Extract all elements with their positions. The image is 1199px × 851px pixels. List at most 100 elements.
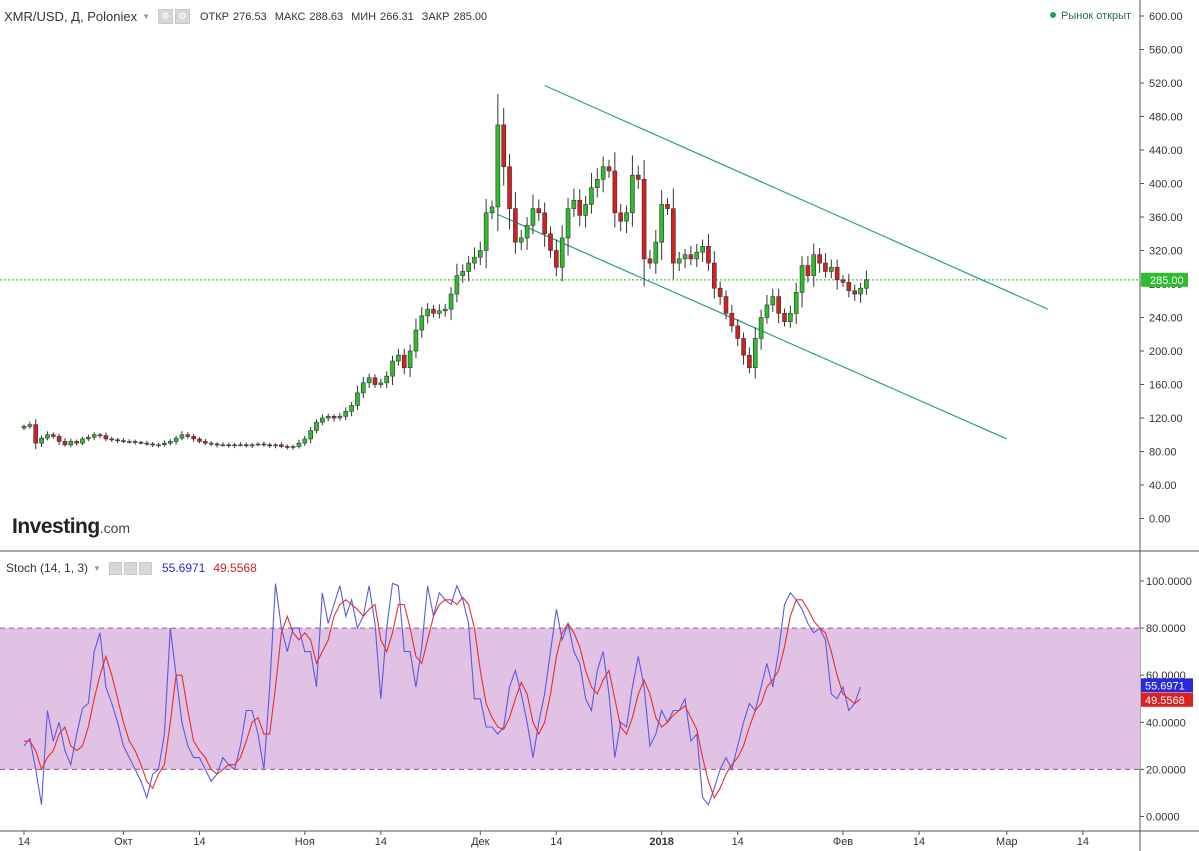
stochastic-label[interactable]: Stoch (14, 1, 3) [6,561,89,575]
candle-body [127,441,132,443]
candle-body [741,338,746,356]
candle-body [747,354,752,369]
candle-body [723,296,729,314]
candle-body [431,308,436,314]
current-price-marker [1141,272,1188,287]
candle-body [384,375,390,384]
candle-body [460,271,466,276]
candle-body [846,282,852,292]
candle-body [466,262,471,272]
price-tick-label: 160.00 [1149,380,1183,392]
current-price-label: 285.00 [1150,275,1184,287]
candle-body [437,310,442,314]
stochastic-d-value: 49.5568 [213,561,257,575]
candle-body [600,166,606,180]
candle-body [173,437,179,442]
date-tick-label: 14 [913,836,925,848]
candle-body [671,208,676,264]
price-tick-label: 440.00 [1149,145,1183,157]
close-icon[interactable] [138,561,152,575]
candle-body [665,204,670,209]
candle-body [39,437,44,444]
candle-body [355,392,360,406]
price-tick-label: 400.00 [1149,179,1183,191]
candle-body [86,436,91,440]
candle-body [191,436,196,440]
candle-body [407,350,413,369]
candle-body [828,266,834,272]
candle-body [390,360,395,377]
candle-body [56,436,62,442]
eye-icon[interactable] [108,561,122,575]
market-status: Рынок открыт [1050,10,1131,22]
candle-body [635,174,641,180]
candle-body [577,199,583,216]
candle-body [109,438,115,441]
gear-icon[interactable]: ⚙ [175,9,190,24]
close-value: 285.00 [453,10,488,23]
stochastic-header: Stoch (14, 1, 3) ▼ 55.6971 49.5568 [6,561,257,575]
stochastic-series-k [23,582,862,806]
logo-suffix: .com [99,520,131,536]
candle-body [823,262,828,272]
settings-icon[interactable]: ⚙ [158,9,173,24]
date-tick-label: Дек [471,836,490,848]
candle-body [764,304,770,318]
date-tick-label: Ноя [295,836,315,848]
candle-body [811,254,817,276]
price-tick-label: 120.00 [1149,413,1183,425]
trend-channel [0,84,1140,440]
candle-body [185,434,191,437]
price-tick-label: 600.00 [1149,11,1183,23]
stochastic-band [0,628,1140,770]
candle-body [852,290,858,295]
price-tick-label: 80.00 [1149,447,1177,459]
low-value: 266.31 [380,10,414,23]
trend-line-lower [497,213,1008,440]
date-tick-label: 14 [375,836,387,848]
market-status-label: Рынок открыт [1061,10,1132,22]
candle-body [331,416,337,419]
candle-body [594,179,600,188]
candle-body [676,258,682,264]
candle-body [752,338,758,369]
date-tick-label: 14 [1077,836,1089,848]
stochastic-k-value: 55.6971 [161,561,206,575]
candle-body [442,308,448,312]
candle-body [858,287,863,295]
chevron-down-icon[interactable]: ▼ [142,12,150,21]
candle-body [653,241,659,264]
candle-body [647,258,653,264]
candle-body [249,444,255,447]
candle-body [630,174,635,214]
candle-body [735,325,741,339]
candle-body [97,434,103,437]
candle-body [864,279,869,289]
candle-body [91,434,97,438]
candle-body [226,444,232,447]
candle-body [758,317,764,339]
candle-body [489,206,495,214]
candle-body [682,254,688,260]
candle-body [232,444,237,447]
stochastic-d-marker-label: 49.5568 [1145,695,1185,707]
candle-body [559,237,565,268]
candle-body [700,246,705,253]
price-tick-label: 0.00 [1149,514,1170,526]
candle-body [144,442,150,445]
candle-body [729,313,735,327]
candle-body [279,444,284,447]
candle-body [325,416,331,419]
candle-body [495,124,501,208]
candle-body [706,246,711,264]
stochastic-k-marker-label: 55.6971 [1145,680,1185,692]
candle-body [606,166,612,172]
candle-body [378,382,384,385]
candle-body [817,254,822,264]
candle-body [50,434,56,437]
gear-icon[interactable] [123,561,137,575]
candle-body [571,199,577,209]
chevron-down-icon[interactable]: ▼ [93,563,101,573]
symbol-title[interactable]: XMR/USD, Д, Poloniex [4,9,138,24]
